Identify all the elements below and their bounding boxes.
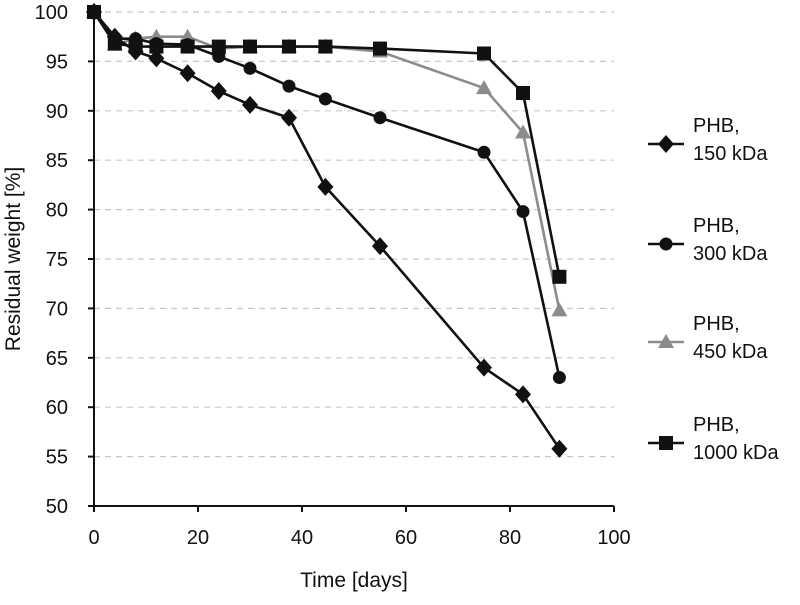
y-tick-label: 85 — [46, 150, 68, 172]
data-point — [552, 371, 566, 385]
x-tick-label: 100 — [597, 527, 630, 549]
data-point — [318, 92, 332, 106]
x-tick-label: 80 — [499, 527, 521, 549]
legend-label: PHB, 450 kDa — [693, 313, 768, 363]
y-tick-label: 55 — [46, 447, 68, 469]
data-point — [128, 39, 143, 54]
legend-label: PHB, 300 kDa — [693, 215, 768, 265]
legend-label-line: PHB, — [693, 414, 740, 436]
x-axis-title: Time [days] — [300, 569, 408, 592]
data-point — [516, 86, 530, 101]
x-tick-label: 20 — [187, 527, 209, 549]
data-point — [476, 80, 492, 95]
data-point — [552, 269, 567, 284]
data-point — [210, 82, 227, 101]
legend-marker — [658, 135, 674, 153]
y-tick-label: 65 — [46, 348, 68, 370]
data-point — [551, 302, 568, 317]
y-tick-label: 60 — [46, 397, 68, 419]
series-line — [92, 11, 561, 378]
y-tick-label: 70 — [46, 298, 68, 320]
legend-label-line: PHB, — [693, 115, 740, 137]
data-point — [243, 39, 257, 54]
data-point — [372, 237, 388, 256]
data-point — [211, 39, 226, 54]
data-point — [282, 39, 296, 54]
legend-label-line: 150 kDa — [693, 143, 768, 165]
y-tick-label: 50 — [46, 496, 68, 518]
x-tick-label: 40 — [291, 527, 313, 549]
x-ticks: 0 20 40 60 80 100 — [88, 506, 631, 549]
legend-item: PHB, 300 kDa — [648, 215, 768, 265]
y-axis-title: Residual weight [%] — [2, 167, 25, 351]
legend-marker — [658, 334, 674, 348]
y-ticks: 50 55 60 65 70 75 80 85 90 95 100 — [35, 2, 94, 518]
legend-label-line: PHB, — [693, 215, 740, 237]
y-tick-label: 95 — [46, 51, 68, 73]
x-tick-label: 60 — [395, 527, 417, 549]
legend-item: PHB, 150 kDa — [648, 115, 768, 165]
series-diamond — [86, 3, 568, 458]
data-point — [180, 39, 195, 54]
series — [86, 3, 568, 458]
data-point — [373, 41, 387, 56]
data-point — [179, 28, 196, 43]
data-point — [179, 64, 196, 83]
data-point — [149, 39, 164, 54]
data-point — [318, 39, 333, 54]
data-point — [242, 95, 258, 114]
data-point — [281, 108, 297, 127]
data-point — [282, 79, 296, 93]
y-tick-label: 80 — [46, 200, 68, 222]
data-point — [515, 385, 531, 404]
legend-marker — [659, 436, 673, 450]
data-point — [551, 439, 568, 458]
data-point — [515, 124, 531, 139]
legend-item: PHB, 450 kDa — [648, 313, 768, 363]
data-point — [243, 61, 257, 75]
x-tick-label: 0 — [88, 527, 99, 549]
legend: PHB, 150 kDa PHB, 300 kDa PHB, 450 kDa PHB, 100… — [648, 115, 779, 464]
data-point — [107, 36, 122, 51]
legend-label-line: 1000 kDa — [693, 442, 779, 464]
data-point — [148, 49, 165, 68]
data-point — [516, 205, 530, 219]
legend-label-line: 450 kDa — [693, 341, 768, 363]
data-point — [477, 145, 491, 159]
gridlines — [94, 11, 614, 458]
y-tick-label: 75 — [46, 249, 68, 271]
legend-label-line: 300 kDa — [693, 243, 768, 265]
data-point — [87, 5, 101, 19]
y-tick-label: 100 — [35, 2, 68, 24]
legend-label: PHB, 1000 kDa — [693, 414, 779, 464]
legend-label-line: PHB, — [693, 313, 740, 335]
legend-marker — [659, 237, 673, 251]
legend-item: PHB, 1000 kDa — [648, 414, 779, 464]
data-point — [477, 46, 491, 61]
series-line — [93, 11, 561, 450]
legend-label: PHB, 150 kDa — [693, 115, 768, 165]
y-tick-label: 90 — [46, 101, 68, 123]
series-square — [87, 5, 567, 284]
data-point — [476, 358, 492, 377]
data-point — [373, 111, 387, 125]
data-point — [317, 177, 334, 196]
